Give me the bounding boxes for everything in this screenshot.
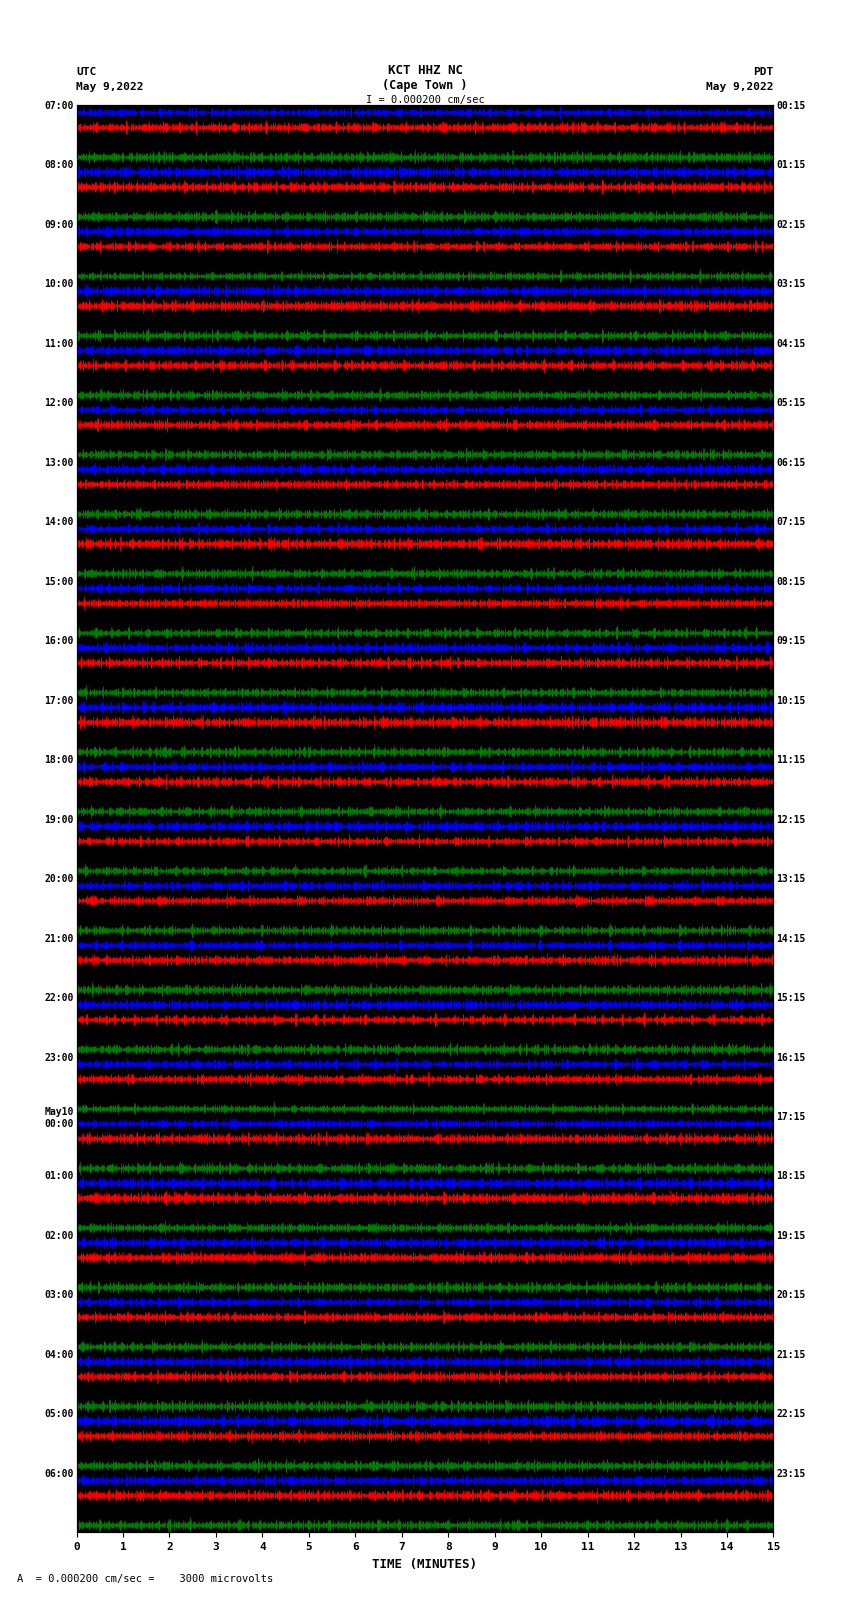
Text: May 9,2022: May 9,2022 (706, 82, 774, 92)
Text: PDT: PDT (753, 68, 774, 77)
Text: I = 0.000200 cm/sec: I = 0.000200 cm/sec (366, 95, 484, 105)
Text: A  = 0.000200 cm/sec =    3000 microvolts: A = 0.000200 cm/sec = 3000 microvolts (17, 1574, 273, 1584)
Text: (Cape Town ): (Cape Town ) (382, 79, 468, 92)
Text: May 9,2022: May 9,2022 (76, 82, 144, 92)
X-axis label: TIME (MINUTES): TIME (MINUTES) (372, 1558, 478, 1571)
Text: KCT HHZ NC: KCT HHZ NC (388, 65, 462, 77)
Text: UTC: UTC (76, 68, 97, 77)
